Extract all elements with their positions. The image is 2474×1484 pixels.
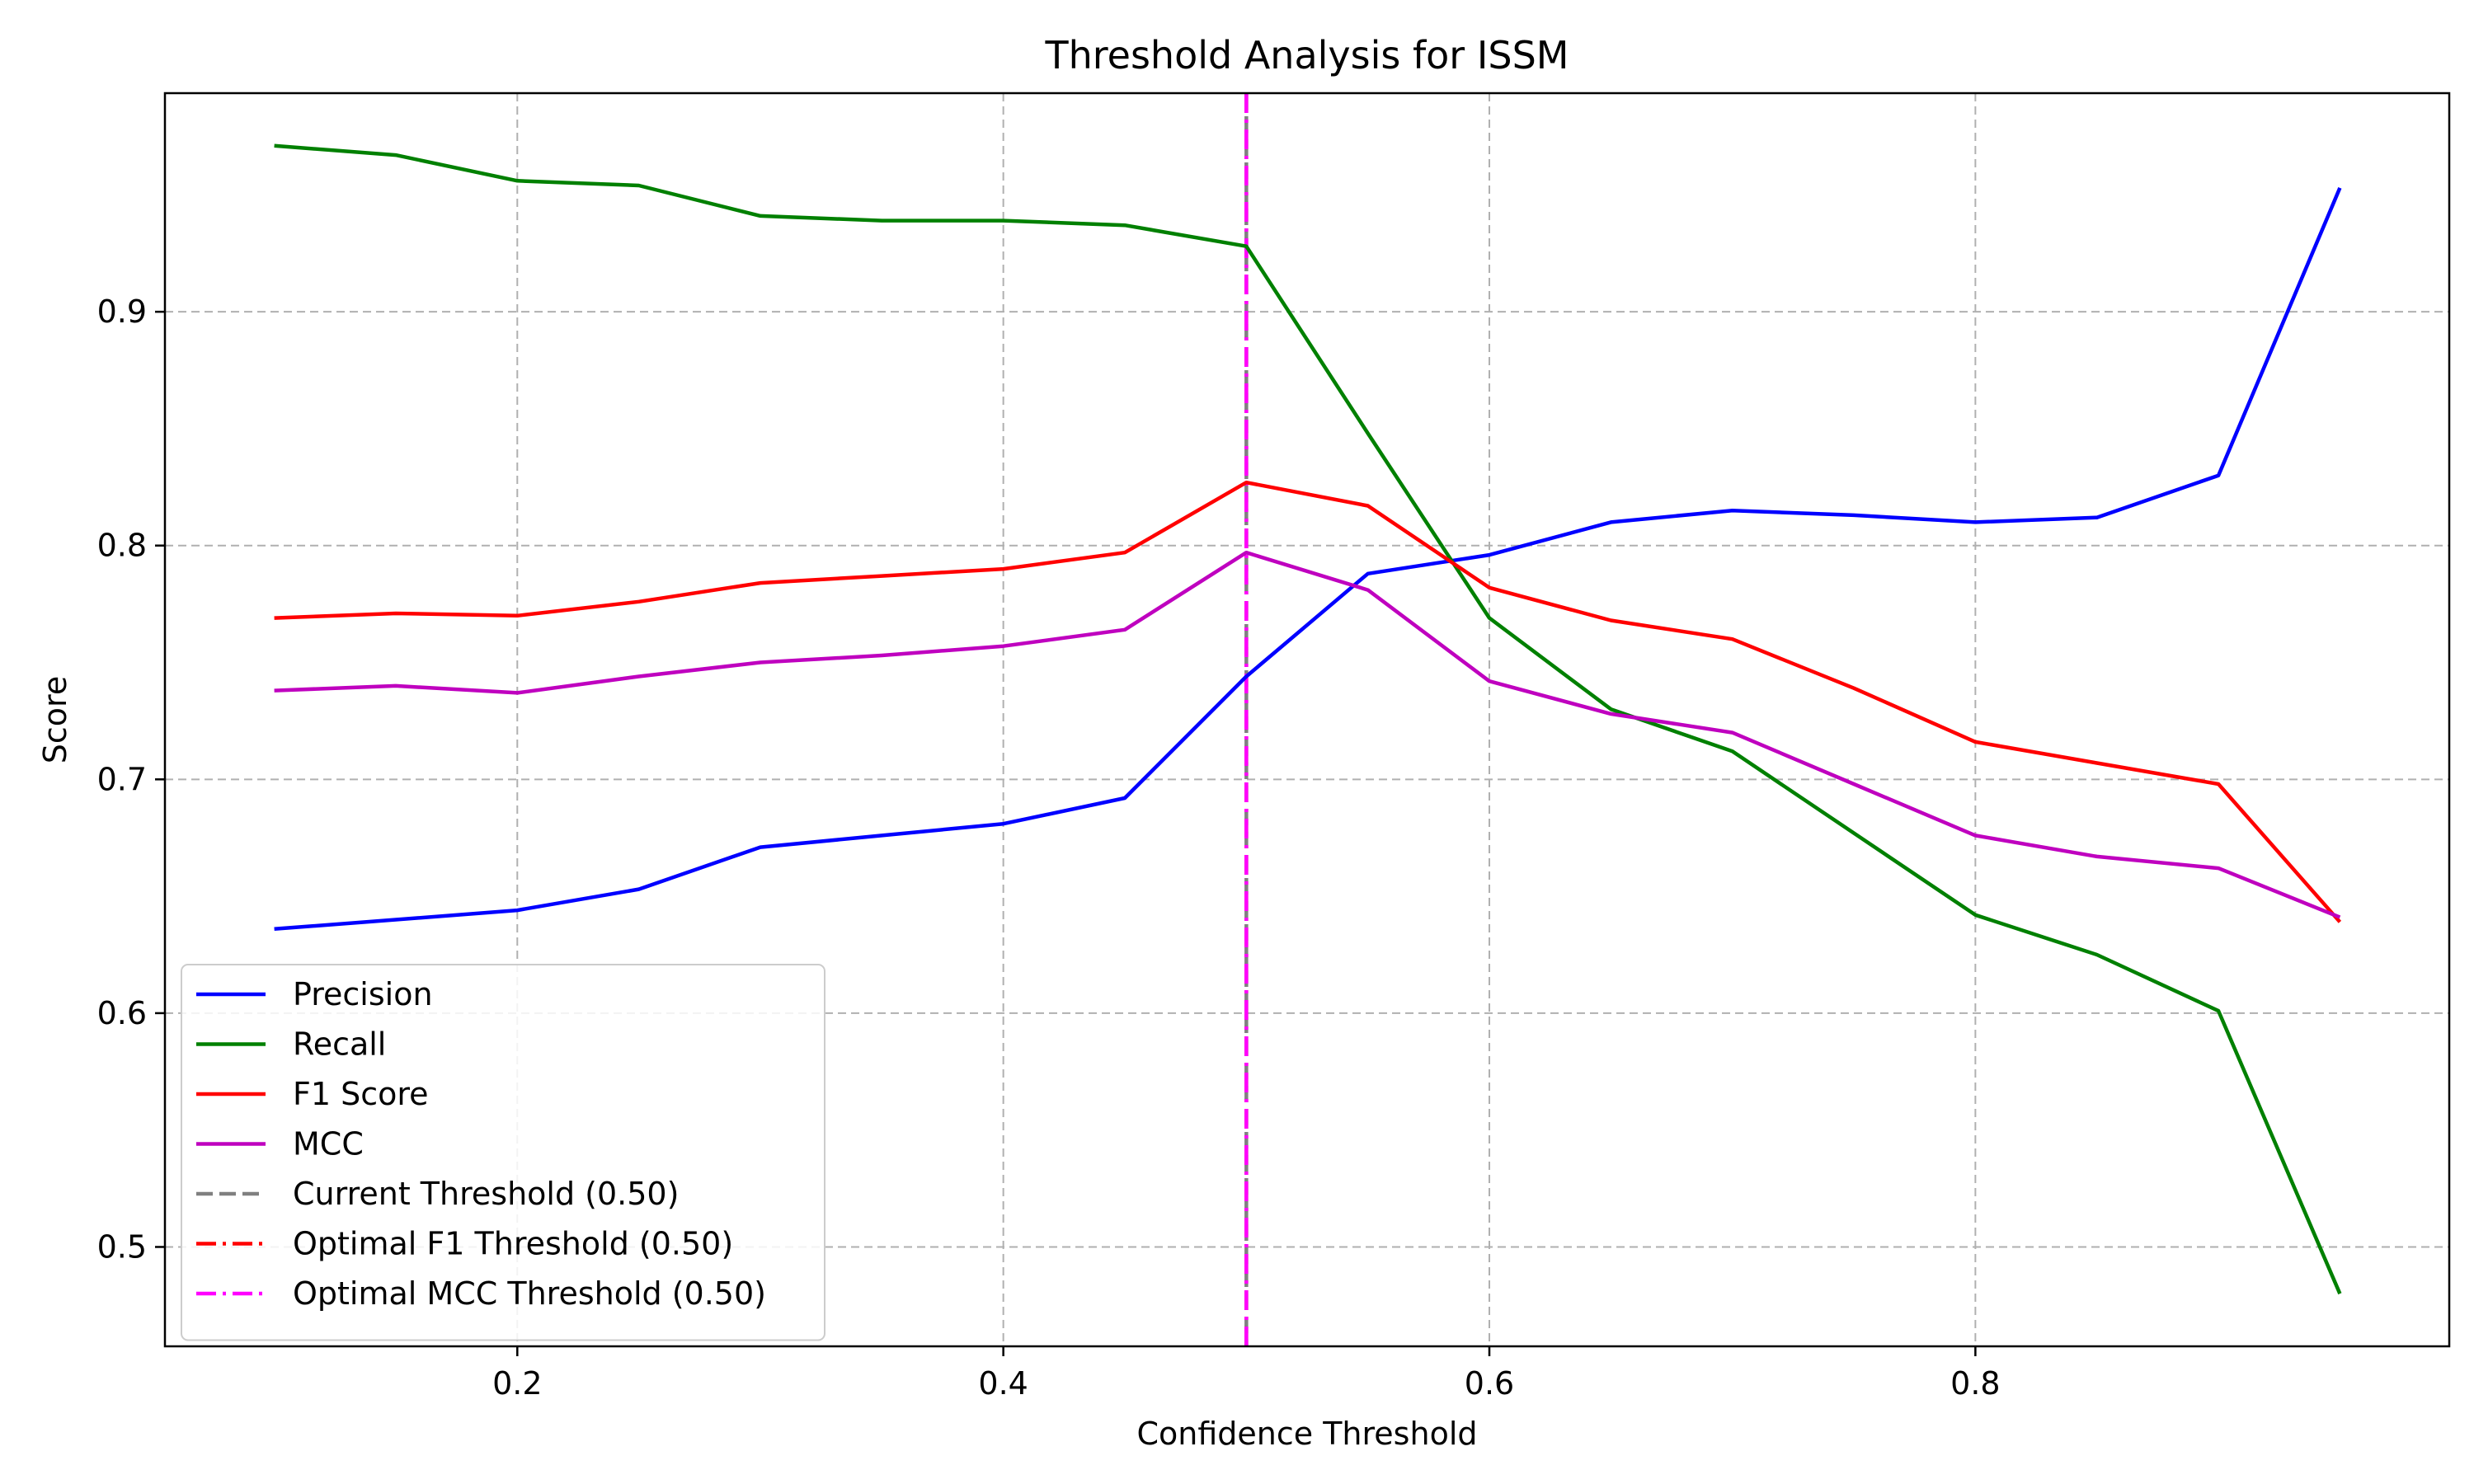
y-tick-label: 0.5 (97, 1228, 147, 1265)
legend-label: MCC (293, 1126, 364, 1162)
series-lines (274, 143, 2342, 1295)
grid-lines (165, 93, 2449, 1346)
legend-label: F1 Score (293, 1076, 429, 1112)
series-line (274, 143, 2342, 1295)
x-axis: 0.2 0.4 0.6 0.8 (492, 1346, 2001, 1402)
x-tick-label: 0.8 (1950, 1365, 2000, 1402)
series-line (274, 187, 2342, 932)
y-axis: 0.5 0.6 0.7 0.8 0.9 (97, 294, 165, 1265)
legend-label: Precision (293, 976, 433, 1012)
chart-title: Threshold Analysis for ISSM (1045, 33, 1569, 77)
legend: Precision Recall F1 Score MCC Current Thresh… (181, 964, 825, 1341)
x-tick-label: 0.4 (978, 1365, 1028, 1402)
series-line (274, 550, 2341, 919)
legend-label: Current Threshold (0.50) (293, 1176, 679, 1212)
legend-box (181, 964, 825, 1341)
y-tick-label: 0.6 (97, 995, 147, 1031)
y-tick-label: 0.7 (97, 761, 147, 797)
series-line (274, 480, 2342, 923)
x-tick-label: 0.2 (492, 1365, 542, 1402)
legend-label: Recall (293, 1026, 386, 1063)
y-tick-label: 0.9 (97, 294, 147, 330)
x-axis-label: Confidence Threshold (1136, 1416, 1477, 1452)
y-axis-label: Score (37, 676, 73, 763)
x-tick-label: 0.6 (1465, 1365, 1514, 1402)
y-tick-label: 0.8 (97, 528, 147, 564)
legend-label: Optimal MCC Threshold (0.50) (293, 1275, 766, 1312)
plot-frame (163, 92, 2451, 1348)
legend-label: Optimal F1 Threshold (0.50) (293, 1226, 733, 1262)
